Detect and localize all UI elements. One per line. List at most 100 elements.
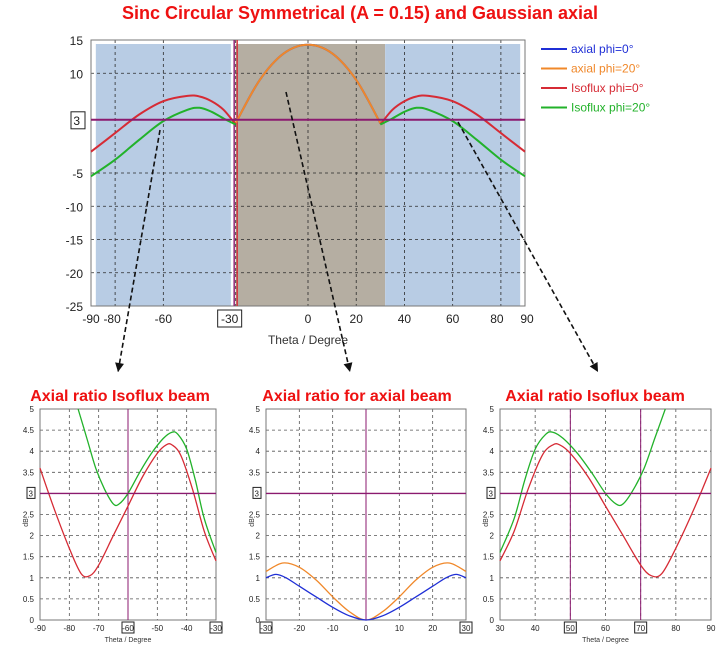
y-tick-label: 10 <box>70 67 84 81</box>
series-line-isoflux_phi20 <box>499 408 666 553</box>
x-tick-label: -80 <box>103 312 121 326</box>
legend-entry: axial phi=20° <box>571 62 640 76</box>
x-tick-label: 60 <box>601 624 610 633</box>
y-tick-label: 0 <box>30 616 35 625</box>
tick-box-y <box>26 486 36 499</box>
x-tick-label: 10 <box>395 624 404 633</box>
y-tick-label: 5 <box>490 405 495 414</box>
y-tick-label: -15 <box>66 234 84 248</box>
subplot-title: Axial ratio for axial beam <box>262 388 451 405</box>
x-tick-label: -90 <box>82 312 100 326</box>
subplot-title: Axial ratio Isoflux beam <box>30 388 210 405</box>
y-tick-label: 2.5 <box>249 511 261 520</box>
x-tick-label: -10 <box>327 624 339 633</box>
x-tick-label: -90 <box>34 624 46 633</box>
x-tick-label: -80 <box>64 624 76 633</box>
x-tick-label: -60 <box>122 624 134 633</box>
y-tick-label: 2.5 <box>483 511 495 520</box>
tick-box-x <box>563 621 577 634</box>
y-tick-label: 3 <box>73 114 80 128</box>
x-tick-label: 0 <box>364 624 369 633</box>
x-tick-label: -50 <box>152 624 164 633</box>
series-line-isoflux_phi0 <box>39 443 217 578</box>
y-tick-label: 1 <box>490 574 495 583</box>
series-line-axial_phi0 <box>265 573 467 621</box>
y-tick-label: 3 <box>489 489 494 498</box>
tick-box-x <box>634 621 648 634</box>
x-tick-label: -70 <box>93 624 105 633</box>
center-axial-ratio-chart: -30 -20 -10 0 10 20 30 0 0.5 1 1.5 2 2.5 3 3.5 4 4.5 5 dB A… <box>249 388 473 634</box>
main-chart: -90 -80 -60 -30 0 20 40 60 80 90 15 10 3 -5 -10 -15 -20 -… <box>66 34 534 347</box>
y-tick-label: 0 <box>256 616 261 625</box>
y-tick-label: 4 <box>30 447 35 456</box>
y-axis-label: dB <box>483 518 490 527</box>
x-tick-label: 90 <box>707 624 716 633</box>
y-tick-label: -10 <box>66 200 84 214</box>
tick-box-x <box>209 621 223 634</box>
callout-arrows <box>115 91 599 373</box>
callout-arrow-line <box>117 129 161 373</box>
x-tick-label: -60 <box>155 312 173 326</box>
legend-entry: axial phi=0° <box>571 42 634 56</box>
x-tick-label: 80 <box>490 312 504 326</box>
x-tick-label: -30 <box>260 624 272 633</box>
x-tick-label: 30 <box>496 624 505 633</box>
y-tick-label: 3 <box>255 489 260 498</box>
y-tick-label: 1.5 <box>23 553 35 562</box>
x-axis-label: Theta / Degree <box>268 333 348 347</box>
series-line-axial_phi20 <box>234 43 382 124</box>
plot-frame <box>499 408 712 621</box>
x-tick-label: 70 <box>636 624 645 633</box>
callout-arrow-head <box>343 362 353 372</box>
series-line-isoflux_phi0 <box>499 443 712 578</box>
x-tick-label: -30 <box>221 312 239 326</box>
plot-frame <box>90 39 526 307</box>
series-line-isoflux_phi20 <box>90 106 237 178</box>
tick-box-y <box>252 486 262 499</box>
x-tick-label: 40 <box>398 312 412 326</box>
y-tick-label: 2 <box>30 532 35 541</box>
series-line-isoflux_phi0 <box>90 94 237 153</box>
x-tick-label: -40 <box>181 624 193 633</box>
y-tick-label: 5 <box>30 405 35 414</box>
y-tick-label: 0.5 <box>249 595 261 604</box>
x-tick-label: 20 <box>350 312 364 326</box>
y-tick-label: 1 <box>30 574 35 583</box>
y-tick-label: 3.5 <box>483 468 495 477</box>
subplot-title: Axial ratio Isoflux beam <box>505 388 685 405</box>
legend-entry: Isoflux phi=0° <box>571 81 644 95</box>
tick-box-x <box>459 621 473 634</box>
y-tick-label: 0 <box>490 616 495 625</box>
y-tick-label: 4.5 <box>483 426 495 435</box>
y-tick-label: 2 <box>490 532 495 541</box>
tick-box-x <box>121 621 135 634</box>
y-axis-label: dB <box>23 518 30 527</box>
x-tick-label: 90 <box>520 312 534 326</box>
series-line-isoflux_phi0 <box>379 94 526 153</box>
x-tick-label: -20 <box>294 624 306 633</box>
y-tick-label: 4.5 <box>249 426 261 435</box>
y-tick-label: 3.5 <box>249 468 261 477</box>
figure-title: Sinc Circular Symmetrical (A = 0.15) and… <box>122 3 598 23</box>
x-tick-label: 20 <box>428 624 437 633</box>
y-tick-label: 4.5 <box>23 426 35 435</box>
tick-box-x <box>217 309 243 328</box>
y-tick-label: 4 <box>490 447 495 456</box>
callout-arrow-head <box>589 361 598 372</box>
y-tick-label: -20 <box>66 267 84 281</box>
x-tick-label: -30 <box>210 624 222 633</box>
y-axis-label: dB <box>249 518 256 527</box>
legend: axial phi=0° axial phi=20° Isoflux phi=0° I… <box>541 42 650 115</box>
y-tick-label: 3.5 <box>23 468 35 477</box>
tick-box-y <box>70 111 86 130</box>
series-line-isoflux_phi20 <box>379 106 526 178</box>
x-tick-label: 60 <box>446 312 460 326</box>
y-tick-label: 1.5 <box>249 553 261 562</box>
x-axis-label: Theta / Degree <box>582 637 629 644</box>
x-tick-label: 30 <box>462 624 471 633</box>
y-tick-label: 1 <box>256 574 261 583</box>
x-axis-label: Theta / Degree <box>105 637 152 644</box>
series-line-isoflux_phi20 <box>77 408 217 553</box>
y-tick-label: -25 <box>66 300 84 314</box>
